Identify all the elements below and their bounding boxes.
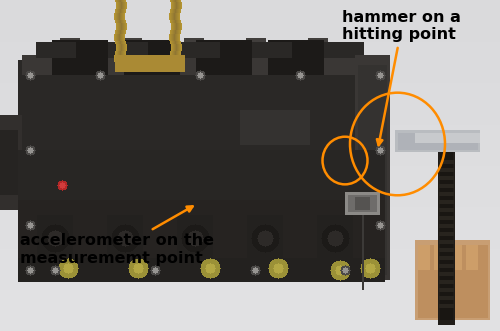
Text: accelerometer on the
measurememt point: accelerometer on the measurememt point	[20, 206, 214, 266]
Text: hammer on a
hitting point: hammer on a hitting point	[342, 10, 462, 145]
